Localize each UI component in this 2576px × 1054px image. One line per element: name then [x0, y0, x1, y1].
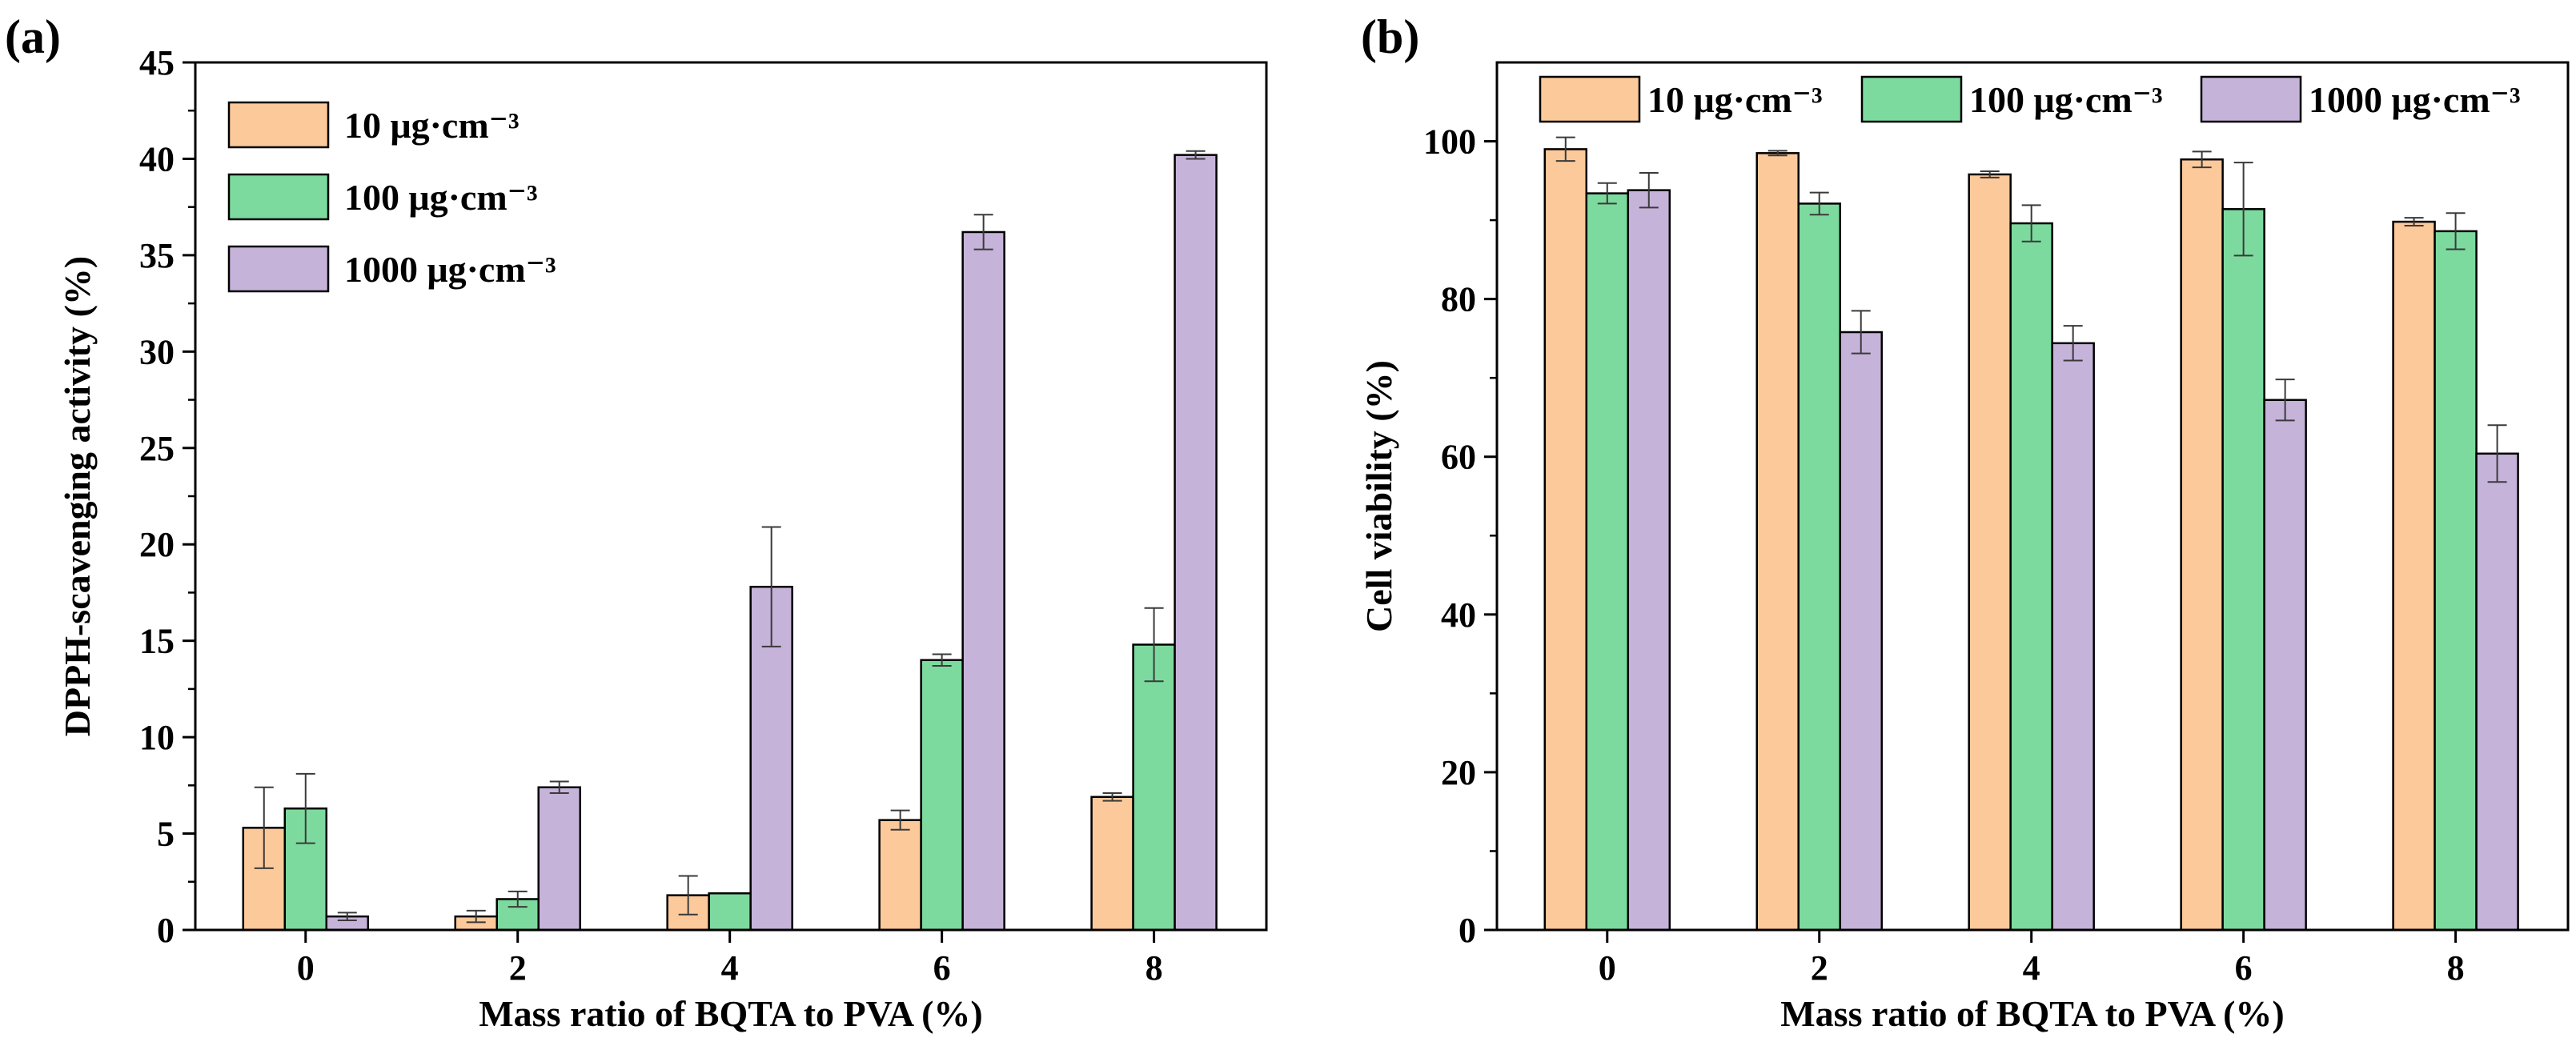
- legend-swatch: [227, 101, 330, 149]
- bar-10-cat-8: [1090, 796, 1134, 932]
- x-tick-label: 8: [1146, 948, 1163, 988]
- legend-label: 10 μg·cm⁻³: [1647, 79, 1823, 120]
- y-tick-label: 5: [157, 815, 175, 854]
- x-tick-label: 4: [2023, 948, 2040, 988]
- bar-100-cat-6: [2221, 208, 2265, 932]
- y-axis-title: Cell viability (%): [1358, 360, 1399, 632]
- x-axis-title: Mass ratio of BQTA to PVA (%): [479, 993, 983, 1034]
- x-tick-label: 8: [2447, 948, 2465, 988]
- y-tick-label: 40: [1441, 595, 1476, 635]
- bar-10-cat-0: [1543, 148, 1588, 932]
- y-tick-label: 15: [139, 622, 175, 661]
- y-axis-title: DPPH-scavenging activity (%): [57, 256, 98, 736]
- bar-100-cat-6: [920, 659, 964, 932]
- bar-1000-cat-8: [1174, 154, 1218, 932]
- y-tick-label: 100: [1423, 122, 1476, 162]
- bar-1000-cat-6: [2263, 399, 2307, 932]
- bar-1000-cat-2: [537, 786, 581, 932]
- legend-label: 1000 μg·cm⁻³: [2309, 79, 2521, 120]
- legend-label: 100 μg·cm⁻³: [1969, 79, 2163, 120]
- y-tick-label: 10: [139, 718, 175, 757]
- y-tick-label: 30: [139, 332, 175, 371]
- x-tick-label: 0: [297, 948, 315, 988]
- bar-1000-cat-2: [1839, 331, 1883, 932]
- legend-swatch: [1539, 75, 1641, 123]
- legend-swatch: [227, 173, 330, 221]
- bar-1000-cat-4: [2051, 342, 2095, 932]
- x-tick-label: 0: [1599, 948, 1616, 988]
- legend-label: 10 μg·cm⁻³: [344, 105, 520, 146]
- panel-b: (b) 0 20 40 60 80 100 0 2 4 6 8 Mass ratio of BQTA t…: [1358, 10, 2570, 1034]
- y-tick-label: 20: [139, 525, 175, 564]
- legend-swatch: [1860, 75, 1963, 123]
- bar-10-cat-2: [1755, 152, 1800, 932]
- legend-swatch: [2200, 75, 2302, 123]
- x-tick-label: 2: [1811, 948, 1828, 988]
- bar-10-cat-4: [1968, 173, 2012, 932]
- panel-label: (a): [5, 10, 61, 63]
- x-tick-label: 6: [2235, 948, 2253, 988]
- y-tick-label: 80: [1441, 280, 1476, 319]
- bar-1000-cat-6: [961, 230, 1005, 932]
- bar-10-cat-6: [2180, 158, 2224, 932]
- bar-1000-cat-8: [2475, 452, 2519, 932]
- y-tick-label: 20: [1441, 753, 1476, 792]
- bar-100-cat-4: [708, 892, 752, 932]
- bar-100-cat-0: [1585, 192, 1630, 932]
- bar-100-cat-2: [1797, 202, 1841, 932]
- bar-10-cat-6: [878, 819, 922, 932]
- y-tick-label: 40: [139, 139, 175, 178]
- y-tick-label: 60: [1441, 438, 1476, 477]
- legend-label: 1000 μg·cm⁻³: [344, 249, 556, 290]
- panel-a: (a) 0 5 10 15 20 25 30 35 40 45 0 2 4 6 8 Mass ratio of …: [5, 10, 1268, 1034]
- legend-swatch: [227, 245, 330, 293]
- x-tick-label: 6: [933, 948, 951, 988]
- bar-10-cat-8: [2392, 220, 2436, 932]
- bar-100-cat-8: [1132, 643, 1176, 932]
- x-axis-title: Mass ratio of BQTA to PVA (%): [1780, 993, 2285, 1034]
- y-tick-label: 35: [139, 236, 175, 275]
- bar-100-cat-8: [2434, 230, 2478, 932]
- x-tick-label: 4: [721, 948, 739, 988]
- y-tick-label: 45: [139, 43, 175, 82]
- bar-1000-cat-0: [1627, 189, 1671, 932]
- legend-label: 100 μg·cm⁻³: [344, 177, 538, 218]
- y-tick-label: 25: [139, 429, 175, 468]
- panel-label: (b): [1361, 10, 1419, 63]
- y-tick-label: 0: [157, 911, 175, 950]
- x-tick-label: 2: [509, 948, 527, 988]
- y-tick-label: 0: [1459, 911, 1476, 950]
- bar-100-cat-4: [2009, 222, 2053, 932]
